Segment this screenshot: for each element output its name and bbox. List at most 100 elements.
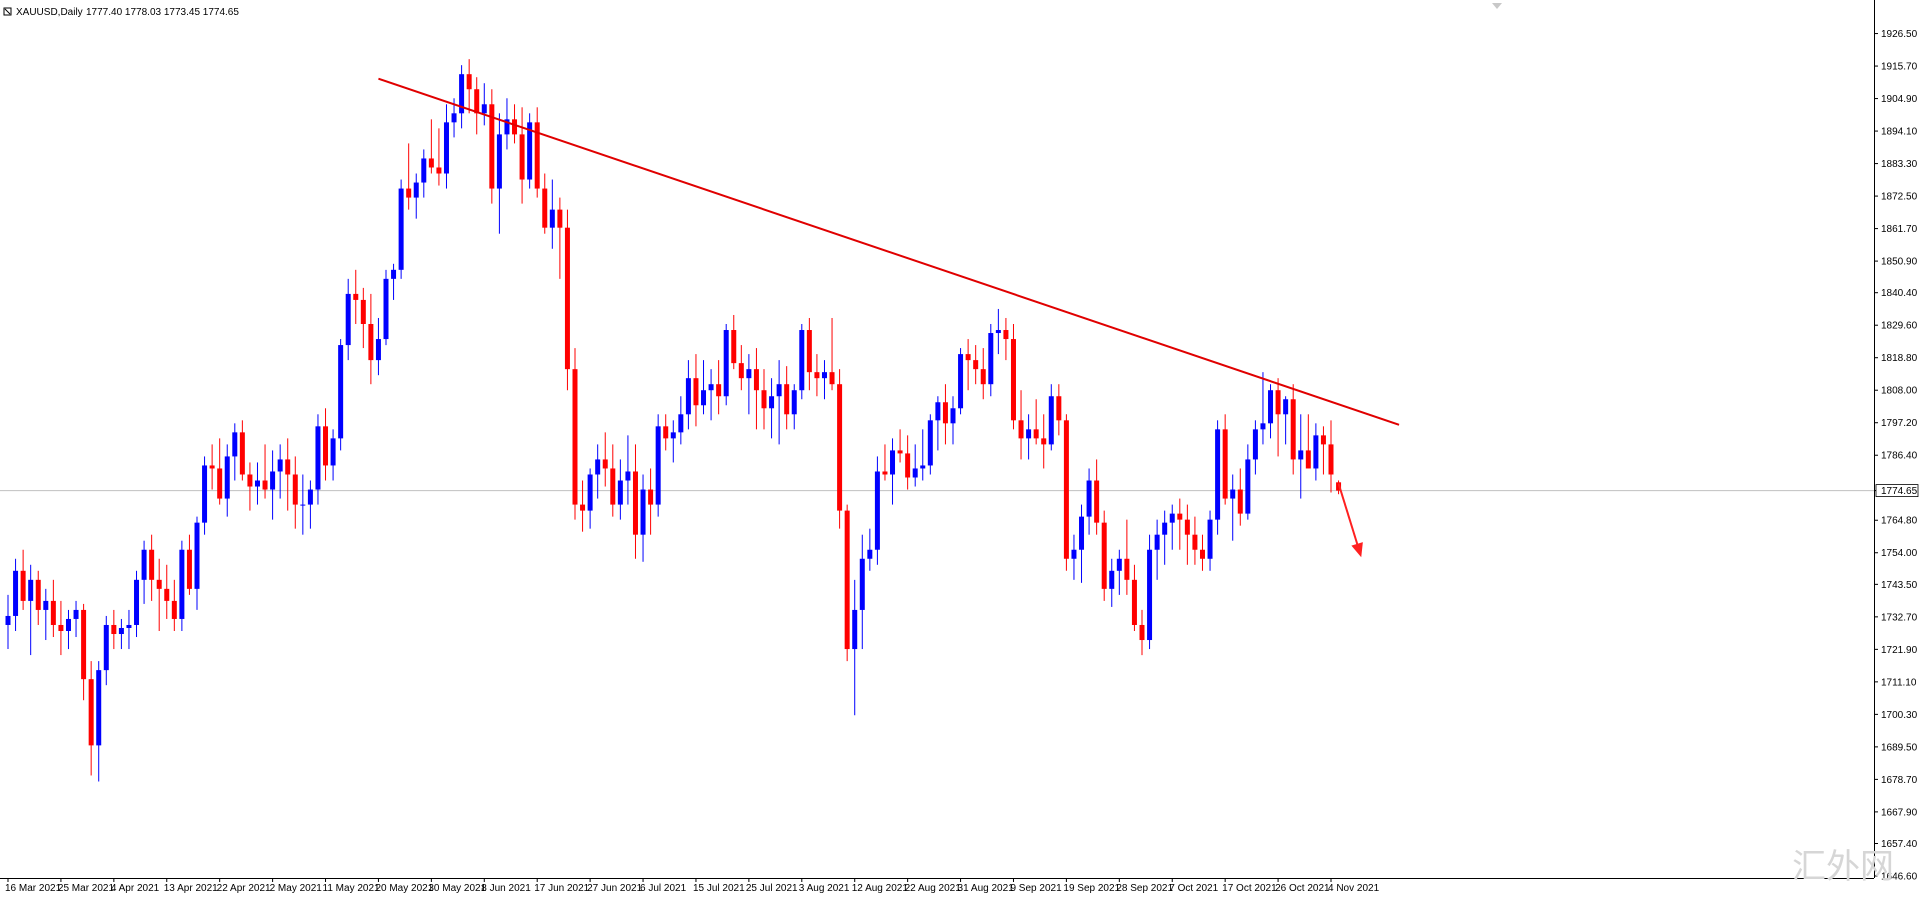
- candle: [799, 324, 805, 400]
- candle-body: [1116, 558, 1122, 571]
- candle: [685, 360, 691, 430]
- candle: [1086, 468, 1092, 535]
- time-tick-label: 19 Sep 2021: [1063, 883, 1120, 894]
- candle: [625, 435, 631, 505]
- candle: [769, 378, 775, 439]
- candle-body: [171, 600, 177, 619]
- candle-body: [942, 402, 948, 424]
- price-tick-label: 1797.20: [1881, 418, 1918, 429]
- candle: [874, 456, 880, 565]
- candle: [882, 444, 888, 481]
- candle: [1063, 414, 1069, 571]
- price-tick-label: 1754.00: [1881, 548, 1918, 559]
- candle-body: [874, 471, 880, 550]
- time-tick-label: 3 Aug 2021: [799, 883, 850, 894]
- time-tick-label: 22 Aug 2021: [905, 883, 962, 894]
- candle: [300, 474, 306, 535]
- candle-body: [995, 330, 1001, 334]
- candle: [5, 594, 11, 650]
- header-icon[interactable]: [3, 7, 12, 16]
- candle-body: [867, 549, 873, 559]
- scroll-marker-icon[interactable]: [1492, 3, 1502, 9]
- candle: [859, 534, 865, 650]
- candle: [648, 468, 654, 535]
- candle-body: [905, 453, 911, 478]
- candle-body: [149, 549, 155, 580]
- candle-body: [1071, 549, 1077, 559]
- candle: [837, 369, 843, 529]
- candle: [1298, 414, 1304, 499]
- candle: [731, 314, 737, 370]
- candle-body: [701, 390, 707, 406]
- candle-body: [179, 549, 185, 619]
- down-arrow-shaft[interactable]: [1337, 483, 1360, 548]
- candle: [1245, 444, 1251, 520]
- candle-body: [383, 278, 389, 340]
- time-tick-label: 4 Apr 2021: [111, 883, 160, 894]
- time-tick-label: 20 May 2021: [375, 883, 433, 894]
- candle-body: [527, 122, 533, 180]
- current-price-badge: [1875, 484, 1919, 497]
- candle-body: [247, 474, 253, 487]
- candle: [35, 570, 41, 625]
- candle-body: [126, 624, 132, 628]
- candle: [519, 107, 525, 204]
- candle: [1207, 510, 1213, 571]
- candle: [315, 414, 321, 505]
- time-tick-label: 7 Oct 2021: [1169, 883, 1218, 894]
- price-tick-label: 1894.10: [1881, 127, 1918, 138]
- candle-body: [360, 299, 366, 325]
- candle: [277, 444, 283, 499]
- candle: [663, 414, 669, 451]
- candle: [436, 128, 442, 186]
- candle: [557, 197, 563, 279]
- candle: [784, 366, 790, 430]
- candle: [753, 348, 759, 430]
- candle-body: [1056, 396, 1062, 421]
- candle-body: [632, 471, 638, 535]
- candle: [580, 480, 586, 532]
- price-tick-label: 1711.10: [1881, 677, 1917, 688]
- candle: [217, 438, 223, 505]
- candle: [126, 609, 132, 650]
- candle-body: [35, 579, 41, 610]
- candle: [1268, 384, 1274, 439]
- candle: [670, 420, 676, 463]
- candle-body: [542, 188, 548, 228]
- candle: [481, 83, 487, 126]
- candle-body: [716, 384, 722, 397]
- time-tick-label: 17 Oct 2021: [1222, 883, 1277, 894]
- candle: [1071, 534, 1077, 580]
- candle-body: [1086, 480, 1092, 517]
- time-tick-label: 22 Apr 2021: [217, 883, 271, 894]
- candle: [474, 77, 480, 135]
- down-arrow-icon[interactable]: [1351, 542, 1363, 558]
- candle: [141, 540, 147, 604]
- price-tick-label: 1818.80: [1881, 353, 1918, 364]
- candle-body: [640, 489, 646, 535]
- candle-body: [338, 345, 344, 439]
- candle-body: [723, 330, 729, 397]
- candle: [43, 588, 49, 641]
- candle: [1048, 384, 1054, 451]
- candle-body: [731, 330, 737, 364]
- trendline[interactable]: [378, 77, 1400, 426]
- candle-body: [1290, 399, 1296, 460]
- candle-body: [285, 459, 291, 475]
- candle: [330, 429, 336, 481]
- candle: [1010, 324, 1016, 430]
- candle: [678, 396, 684, 445]
- plot-area[interactable]: [0, 0, 1874, 878]
- time-tick-label: 17 Jun 2021: [534, 883, 589, 894]
- candle-body: [549, 209, 555, 228]
- candle-body: [1328, 444, 1334, 475]
- candle-body: [693, 378, 699, 406]
- candle-body: [587, 474, 593, 511]
- candle: [542, 173, 548, 234]
- candle: [965, 339, 971, 391]
- candle-body: [103, 624, 109, 671]
- candle-body: [988, 333, 994, 385]
- candle-body: [1109, 570, 1115, 589]
